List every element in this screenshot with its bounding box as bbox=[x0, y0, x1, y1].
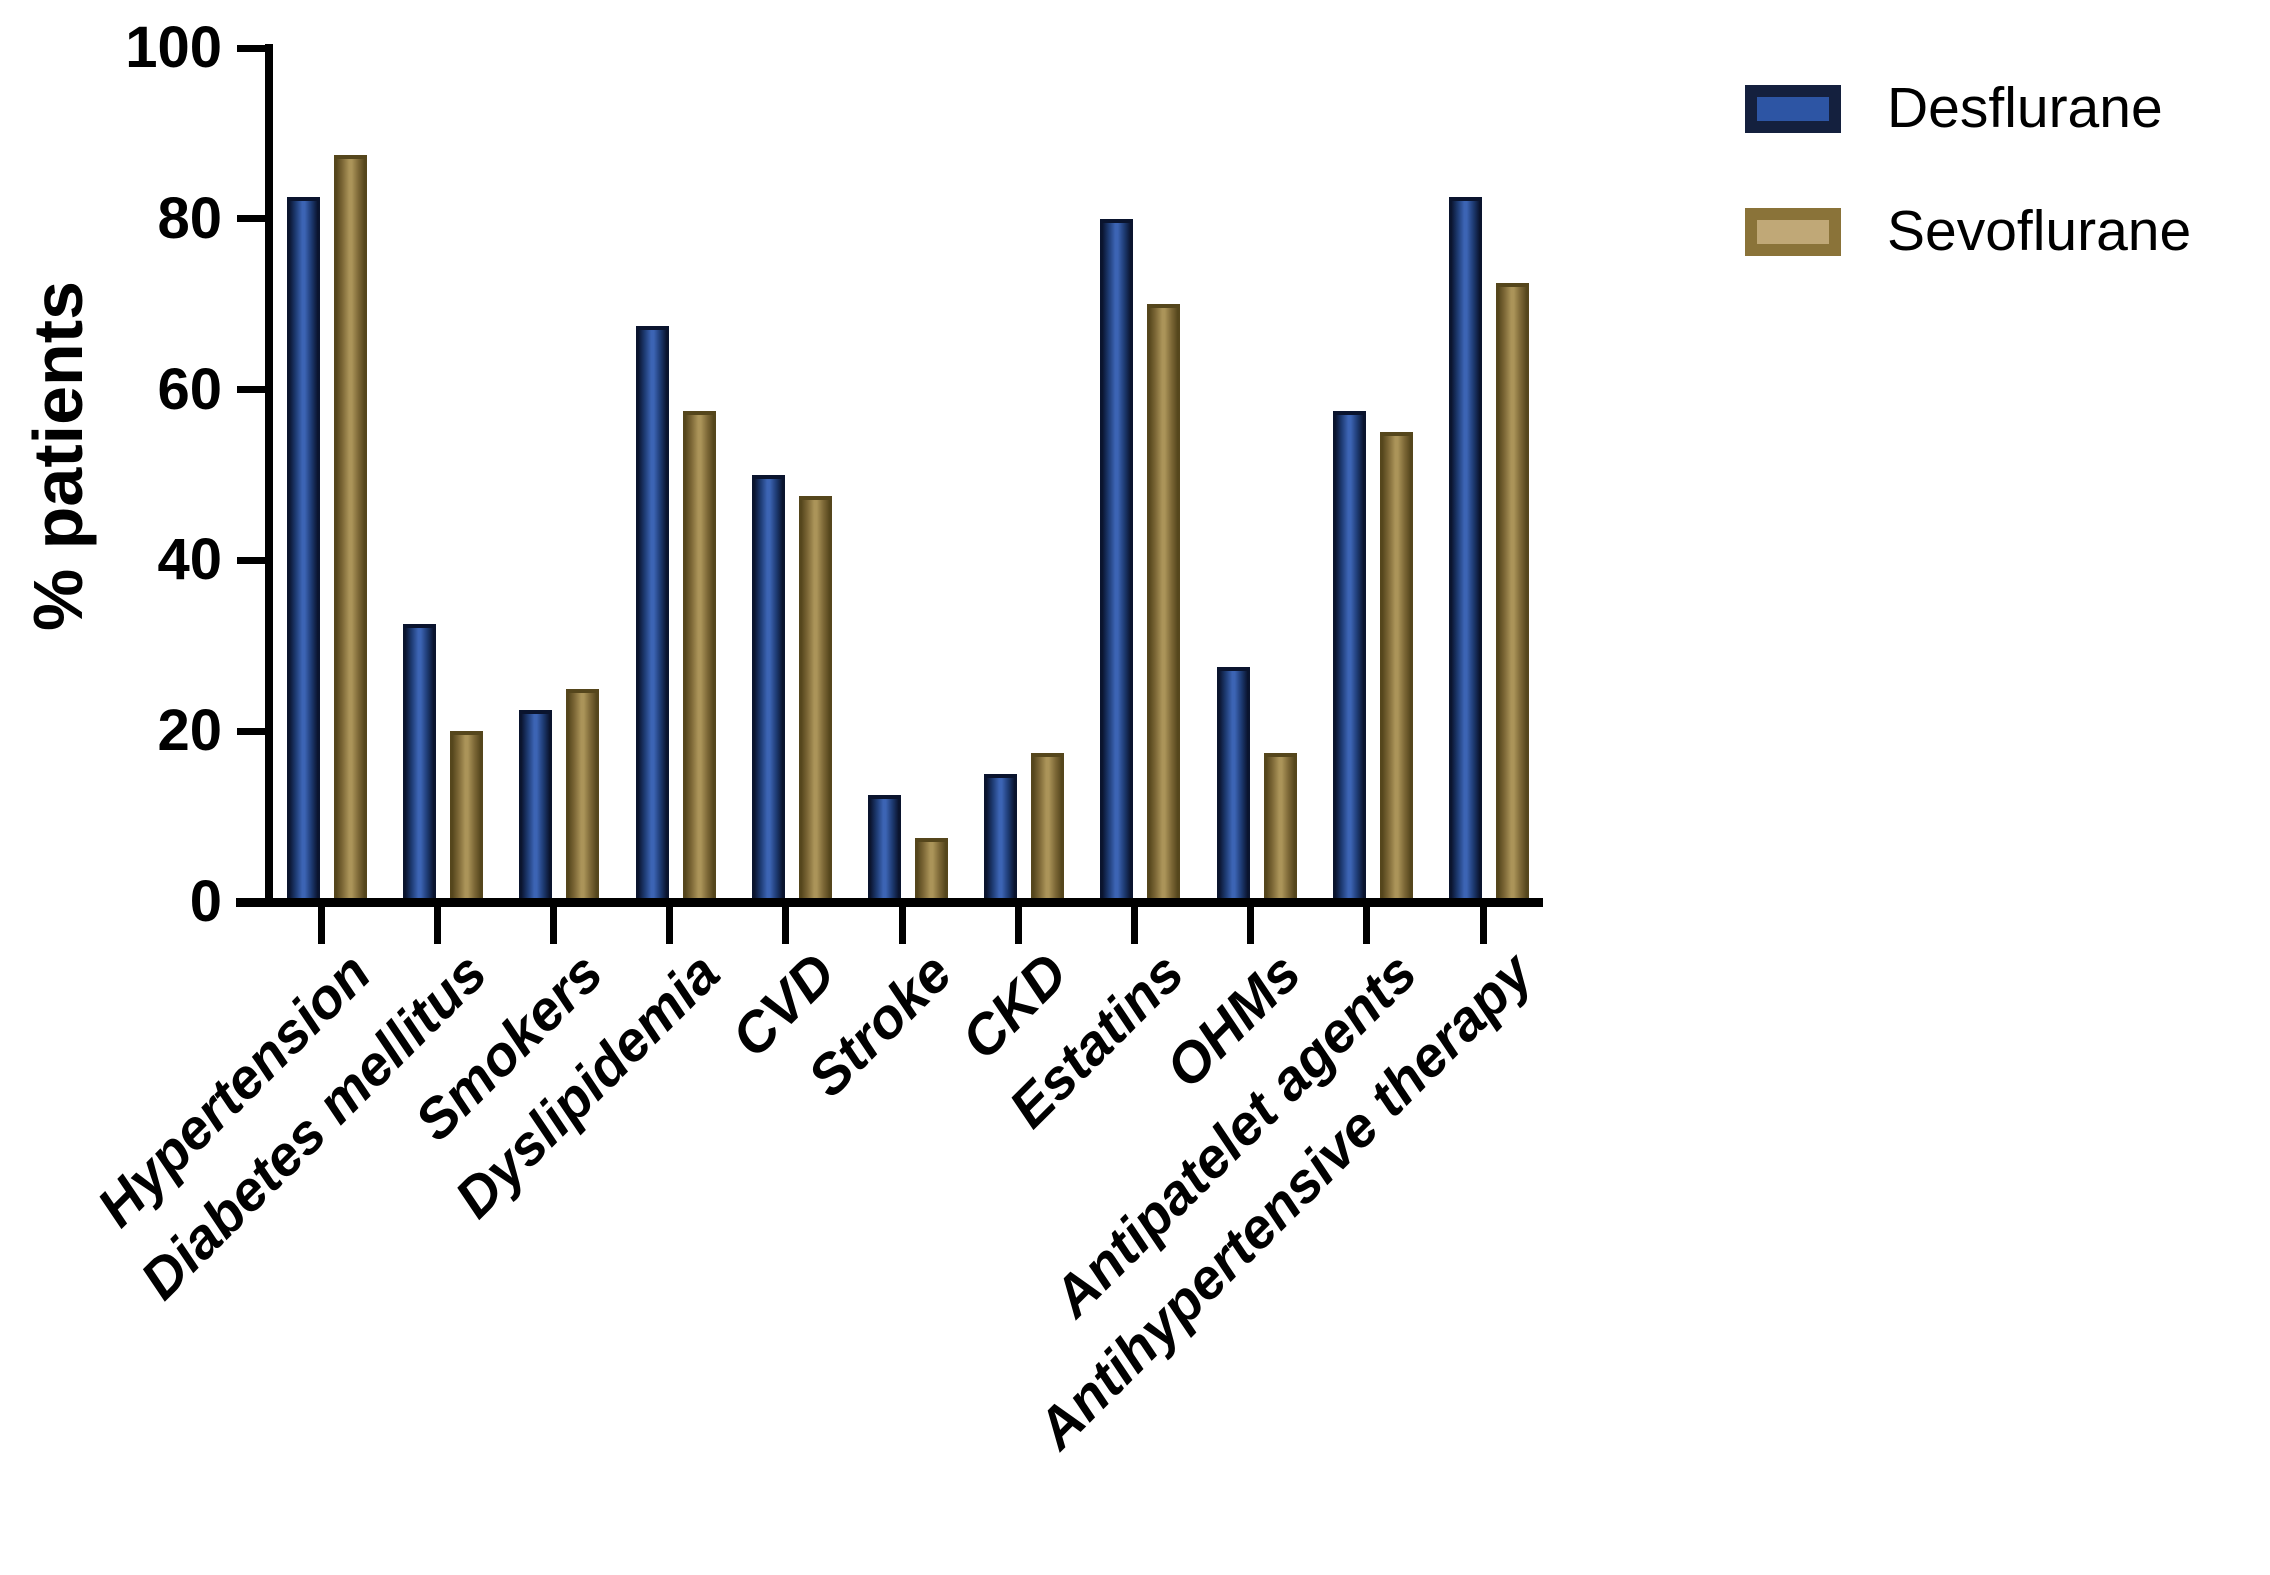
bar-desflurane-0 bbox=[287, 197, 320, 902]
legend-item-sevoflurane: Sevoflurane bbox=[1745, 203, 2191, 260]
bar-desflurane-9 bbox=[1332, 410, 1366, 902]
bar-sevoflurane-5 bbox=[915, 837, 948, 902]
bar-sevoflurane-9 bbox=[1379, 432, 1413, 902]
x-tick-mark bbox=[898, 906, 906, 944]
bar-desflurane-1 bbox=[403, 624, 437, 902]
legend-label-desflurane: Desflurane bbox=[1887, 76, 2163, 140]
bar-sevoflurane-10 bbox=[1496, 282, 1529, 902]
y-tick-mark bbox=[237, 44, 269, 52]
bar-sevoflurane-8 bbox=[1263, 752, 1297, 902]
y-tick-label: 40 bbox=[157, 527, 222, 593]
bar-sevoflurane-4 bbox=[798, 496, 832, 902]
y-tick-label: 0 bbox=[189, 869, 222, 934]
bar-desflurane-4 bbox=[751, 475, 785, 902]
bar-desflurane-7 bbox=[1100, 218, 1134, 902]
x-tick-mark bbox=[1363, 906, 1371, 944]
y-tick-label: 60 bbox=[157, 356, 222, 422]
bar-desflurane-10 bbox=[1449, 197, 1482, 902]
y-axis-line bbox=[265, 44, 273, 906]
bar-desflurane-5 bbox=[868, 795, 901, 902]
y-tick-mark bbox=[237, 556, 269, 564]
legend-swatch-sevoflurane bbox=[1745, 207, 1841, 256]
y-tick-label: 100 bbox=[125, 15, 222, 80]
legend-label-sevoflurane: Sevoflurane bbox=[1887, 199, 2192, 263]
x-tick-mark bbox=[549, 906, 557, 944]
x-tick-mark bbox=[1247, 906, 1255, 944]
bar-sevoflurane-1 bbox=[450, 731, 484, 902]
legend-swatch-desflurane bbox=[1745, 84, 1841, 133]
x-axis-line bbox=[236, 898, 1543, 907]
bar-sevoflurane-7 bbox=[1147, 304, 1181, 902]
x-tick-mark bbox=[433, 906, 441, 944]
y-tick-label: 20 bbox=[157, 698, 222, 764]
y-tick-mark bbox=[237, 727, 269, 735]
x-tick-mark bbox=[1014, 906, 1022, 944]
y-tick-mark bbox=[237, 215, 269, 223]
bar-sevoflurane-0 bbox=[334, 154, 367, 902]
bar-desflurane-2 bbox=[519, 709, 553, 902]
bar-sevoflurane-6 bbox=[1031, 752, 1065, 902]
y-tick-label: 80 bbox=[157, 185, 222, 251]
bar-desflurane-6 bbox=[984, 773, 1018, 902]
bar-sevoflurane-3 bbox=[682, 410, 716, 902]
x-tick-mark bbox=[782, 906, 790, 944]
legend-item-desflurane: Desflurane bbox=[1745, 80, 2191, 137]
x-tick-mark bbox=[317, 906, 325, 944]
bar-desflurane-8 bbox=[1216, 667, 1250, 902]
legend: Desflurane Sevoflurane bbox=[1745, 80, 2191, 260]
x-tick-mark bbox=[1130, 906, 1138, 944]
x-tick-mark bbox=[666, 906, 674, 944]
bar-sevoflurane-2 bbox=[566, 688, 600, 902]
x-tick-mark bbox=[1479, 906, 1487, 944]
bar-desflurane-3 bbox=[635, 325, 669, 902]
y-tick-mark bbox=[237, 386, 269, 394]
